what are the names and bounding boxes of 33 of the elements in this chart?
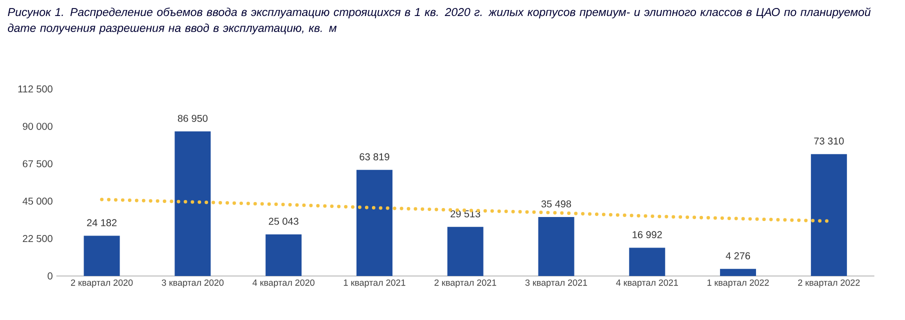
data-label: 35 498 (541, 200, 572, 208)
bar (810, 154, 847, 276)
x-tick-label: 1 квартал 2022 (707, 279, 769, 288)
bar (720, 268, 756, 276)
x-tick-label: 2 квартал 2021 (434, 279, 496, 288)
data-label: 63 819 (360, 153, 390, 160)
bar (266, 234, 302, 276)
x-tick-label: 4 квартал 2020 (252, 279, 314, 288)
bar (356, 170, 392, 276)
x-tick-label: 3 квартал 2021 (525, 279, 588, 288)
y-tick-label: 67 500 (22, 160, 52, 168)
data-label: 25 043 (268, 218, 298, 225)
bar (447, 226, 484, 276)
chart-title: Рисунок 1. Распределение объемов ввода в эксплуатацию строящихся в 1 кв. 2020 г. жилых корпусов премиум- и элитного классов в ЦАО по планируемой дате получения разрешения на ввод в эксплуатацию, кв. м (8, 8, 871, 34)
bar (629, 248, 666, 276)
x-tick-label: 3 квартал 2020 (162, 279, 224, 288)
bar (84, 236, 120, 276)
data-label: 73 310 (814, 138, 844, 145)
y-tick-label: 45 000 (22, 198, 52, 205)
x-tick-label: 2 квартал 2020 (71, 279, 133, 288)
data-label: 4 276 (726, 252, 750, 260)
data-label: 16 992 (632, 231, 662, 238)
data-label: 86 950 (178, 114, 208, 122)
bar (538, 216, 574, 276)
bar (174, 131, 211, 276)
y-tick-label: 112 500 (18, 85, 52, 92)
x-tick-label: 1 квартал 2021 (344, 279, 406, 288)
x-tick-label: 2 квартал 2022 (798, 279, 860, 288)
y-tick-label: 0 (48, 272, 52, 280)
y-tick-label: 22 500 (22, 235, 52, 242)
x-tick-label: 4 квартал 2021 (616, 279, 678, 288)
y-tick-label: 90 000 (22, 122, 52, 130)
data-label: 24 182 (87, 219, 117, 226)
